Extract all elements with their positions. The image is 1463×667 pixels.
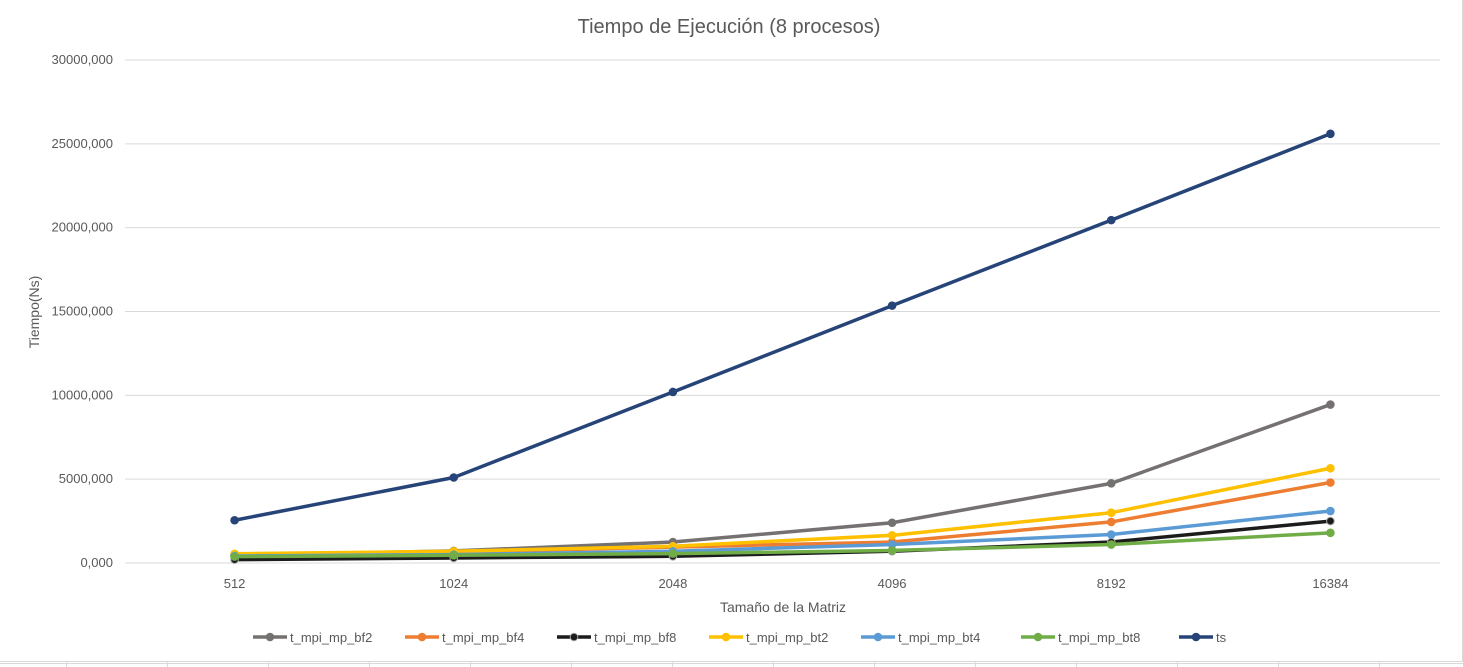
legend-marker <box>569 632 579 642</box>
y-tick-label: 10000,000 <box>52 387 113 402</box>
data-point[interactable] <box>1326 478 1335 487</box>
x-axis-label: Tamaño de la Matriz <box>720 599 846 615</box>
data-point[interactable] <box>1326 506 1335 516</box>
gridlines <box>125 59 1440 480</box>
x-tick-label: 16384 <box>1312 576 1348 591</box>
legend-marker <box>721 632 731 642</box>
x-tick-label: 2048 <box>658 576 687 591</box>
data-point[interactable] <box>1326 516 1335 526</box>
x-tick-label: 1024 <box>439 576 468 591</box>
data-point[interactable] <box>1106 479 1116 488</box>
x-axis-tick-labels: 512 1024 2048 4096 8192 16384 <box>224 576 1349 591</box>
y-tick-label: 15000,000 <box>52 304 113 319</box>
legend-marker <box>1033 632 1043 642</box>
y-tick-label: 30000,000 <box>52 52 113 67</box>
series-line[interactable] <box>232 519 1333 562</box>
data-point[interactable] <box>887 301 897 310</box>
y-axis-tick-labels: 0,000 5000,000 10000,000 15000,000 20000,000… <box>52 52 113 570</box>
legend-item[interactable]: t_mpi_mp_bf4 <box>405 630 524 645</box>
data-point[interactable] <box>1326 463 1335 473</box>
y-tick-label: 25000,000 <box>52 136 113 151</box>
y-axis-label: Tiempo(Ns) <box>26 276 42 349</box>
legend-label: t_mpi_mp_bt2 <box>746 630 828 645</box>
legend-label: t_mpi_mp_bf4 <box>442 630 524 645</box>
x-tick-label: 4096 <box>878 576 907 591</box>
legend-marker <box>417 632 427 642</box>
data-point[interactable] <box>1106 508 1116 518</box>
y-tick-label: 5000,000 <box>59 471 113 486</box>
legend: t_mpi_mp_bf2 t_mpi_mp_bf4 t_mpi_mp_bf8 t_mp… <box>253 630 1227 645</box>
legend-marker <box>1191 632 1201 642</box>
legend-item[interactable]: t_mpi_mp_bf2 <box>253 630 372 645</box>
series-t_mpi_mp_bt8[interactable] <box>230 528 1335 561</box>
legend-item[interactable]: t_mpi_mp_bt2 <box>709 630 828 645</box>
x-tick-label: 8192 <box>1097 576 1126 591</box>
x-tick-label: 512 <box>224 576 246 591</box>
data-point[interactable] <box>1106 540 1116 549</box>
legend-item[interactable]: t_mpi_mp_bt8 <box>1021 630 1140 645</box>
data-point[interactable] <box>230 515 239 525</box>
series-ts[interactable] <box>230 129 1335 525</box>
data-point[interactable] <box>668 387 678 397</box>
series-line[interactable] <box>232 531 1333 559</box>
legend-marker <box>873 632 883 642</box>
data-point[interactable] <box>1326 129 1335 139</box>
data-point[interactable] <box>1326 528 1335 538</box>
legend-item[interactable]: t_mpi_mp_bf8 <box>557 630 676 645</box>
data-point[interactable] <box>230 552 239 561</box>
data-point[interactable] <box>449 550 459 560</box>
legend-label: t_mpi_mp_bf2 <box>290 630 372 645</box>
data-point[interactable] <box>1326 400 1335 409</box>
data-point[interactable] <box>449 473 459 482</box>
series-line[interactable] <box>232 480 1333 558</box>
legend-label: ts <box>1216 630 1227 645</box>
y-tick-label: 0,000 <box>80 555 113 570</box>
legend-item[interactable]: t_mpi_mp_bt4 <box>861 630 980 645</box>
legend-marker <box>265 632 275 642</box>
data-point[interactable] <box>887 531 897 540</box>
data-point[interactable] <box>887 546 897 555</box>
data-point[interactable] <box>668 549 678 558</box>
data-point[interactable] <box>887 518 897 528</box>
data-point[interactable] <box>1106 517 1116 527</box>
series-line[interactable] <box>232 402 1333 558</box>
data-point[interactable] <box>1106 530 1116 539</box>
data-series <box>230 129 1335 564</box>
legend-label: t_mpi_mp_bt8 <box>1058 630 1140 645</box>
y-tick-label: 20000,000 <box>52 220 113 235</box>
series-line[interactable] <box>232 466 1333 556</box>
series-line[interactable] <box>232 132 1333 522</box>
legend-label: t_mpi_mp_bf8 <box>594 630 676 645</box>
legend-item[interactable]: ts <box>1179 630 1227 645</box>
legend-label: t_mpi_mp_bt4 <box>898 630 980 645</box>
data-point[interactable] <box>1106 215 1116 225</box>
chart-title: Tiempo de Ejecución (8 procesos) <box>578 16 881 38</box>
